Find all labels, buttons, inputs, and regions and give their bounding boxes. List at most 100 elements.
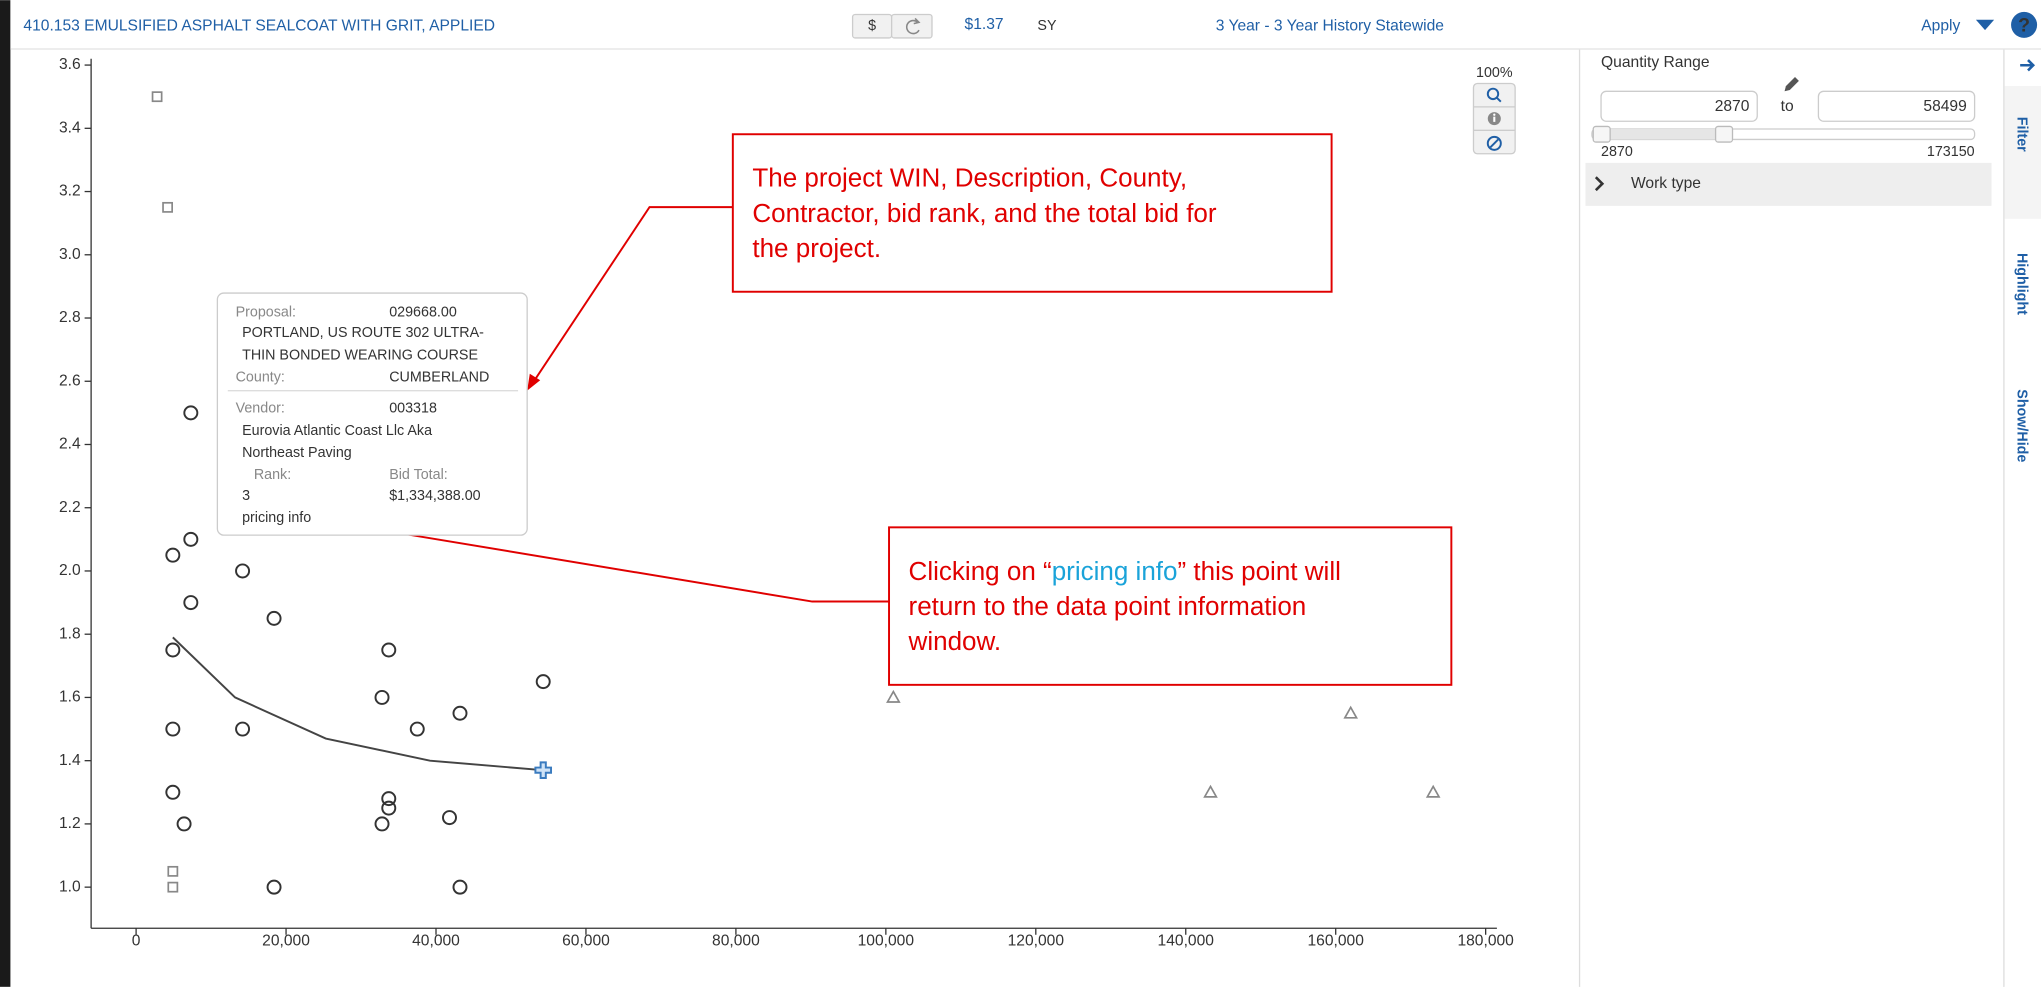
work-type-label: Work type xyxy=(1631,175,1701,192)
zoom-in-button[interactable] xyxy=(1486,87,1502,103)
min-input[interactable] xyxy=(1600,90,1758,122)
work-type-row[interactable] xyxy=(1585,162,1992,206)
data-point xyxy=(235,563,251,579)
x-tick-label: 100,000 xyxy=(858,932,915,949)
pricing-info-link[interactable]: pricing info xyxy=(242,510,311,526)
tooltip: Proposal: 029668.00 PORTLAND, US ROUTE 3… xyxy=(216,292,528,536)
data-point xyxy=(183,531,199,547)
tooltip-key: Bid Total: xyxy=(389,467,448,483)
tooltip-value: 003318 xyxy=(389,401,437,417)
left-edge xyxy=(0,0,11,987)
y-tick-label: 2.0 xyxy=(59,562,81,579)
tooltip-key: Proposal: xyxy=(236,304,296,320)
data-point xyxy=(151,91,163,103)
currency-label: $ xyxy=(868,18,876,34)
y-tick-label: 1.4 xyxy=(59,752,81,769)
annotation-box xyxy=(888,526,1453,686)
data-point xyxy=(1343,705,1359,719)
tooltip-key: Rank: xyxy=(254,467,291,483)
filter-tab-bg xyxy=(2004,86,2041,219)
info-button[interactable] xyxy=(1487,112,1501,126)
data-point xyxy=(165,547,181,563)
annotation-text: ” this point will xyxy=(1178,556,1341,586)
edit-icon[interactable] xyxy=(1784,76,1799,92)
y-tick-label: 1.8 xyxy=(59,625,81,642)
max-input-value: 58499 xyxy=(1923,98,1966,115)
show-hide-tab[interactable]: Show/Hide xyxy=(2014,389,2030,462)
slider-handle[interactable] xyxy=(1714,125,1734,143)
tooltip-value: 029668.00 xyxy=(389,304,457,320)
tooltip-key: Vendor: xyxy=(236,401,285,417)
data-point xyxy=(183,405,199,421)
y-tick-label: 1.2 xyxy=(59,815,81,832)
data-point xyxy=(162,201,173,213)
data-point xyxy=(381,791,397,807)
data-point xyxy=(452,879,468,895)
x-tick-label: 180,000 xyxy=(1457,932,1514,949)
x-tick-label: 60,000 xyxy=(562,932,610,949)
slider-range xyxy=(1601,129,1724,140)
slider-handle[interactable] xyxy=(1592,125,1611,143)
x-tick-label: 0 xyxy=(132,932,141,949)
quantity-range-label: Quantity Range xyxy=(1601,54,1709,71)
data-point xyxy=(381,800,397,816)
annotation-text: return to the data point information xyxy=(909,591,1307,621)
tooltip-value: Eurovia Atlantic Coast Llc Aka xyxy=(242,423,432,439)
annotation-highlight: pricing info xyxy=(1052,556,1178,586)
x-tick-label: 160,000 xyxy=(1307,932,1364,949)
history: 3 Year - 3 Year History Statewide xyxy=(1216,17,1444,34)
reset-button[interactable] xyxy=(1486,135,1502,151)
help-button[interactable] xyxy=(2011,11,2038,38)
data-point xyxy=(374,816,390,832)
y-tick-label: 3.4 xyxy=(59,119,81,136)
highlight-tab[interactable]: Highlight xyxy=(2014,253,2030,315)
tooltip-key: County: xyxy=(236,369,285,385)
annotation-box xyxy=(731,133,1333,293)
x-tick-label: 140,000 xyxy=(1158,932,1215,949)
refresh-button[interactable] xyxy=(890,13,933,39)
max-input[interactable] xyxy=(1817,90,1976,122)
filter-tab[interactable]: Filter xyxy=(2014,117,2030,152)
tooltip-value: THIN BONDED WEARING COURSE xyxy=(242,347,478,363)
y-tick-label: 3.6 xyxy=(59,56,81,73)
data-point xyxy=(167,881,179,893)
y-tick-label: 2.6 xyxy=(59,372,81,389)
tooltip-box xyxy=(216,292,528,536)
help-icon: ? xyxy=(2018,14,2030,36)
data-point xyxy=(176,816,192,832)
x-tick-label: 20,000 xyxy=(262,932,310,949)
data-point xyxy=(886,689,901,703)
y-tick-label: 2.4 xyxy=(59,436,81,453)
arrow-head xyxy=(527,373,541,391)
trend-line xyxy=(172,636,544,772)
tooltip-value: $1,334,388.00 xyxy=(389,488,480,504)
annotation-text: The project WIN, Description, County, xyxy=(752,163,1187,193)
annotation-text: window. xyxy=(908,626,1002,656)
collapse-arrow[interactable] xyxy=(2020,59,2036,72)
tooltip-value: PORTLAND, US ROUTE 302 ULTRA- xyxy=(242,325,484,341)
data-point xyxy=(452,705,468,721)
header-bar xyxy=(10,0,2041,50)
annotation-text: the project. xyxy=(752,233,881,263)
expand-icon xyxy=(1594,176,1605,192)
y-tick-label: 1.0 xyxy=(59,878,81,895)
x-tick-label: 80,000 xyxy=(712,932,760,949)
data-point xyxy=(442,810,457,826)
apply-dropdown[interactable] xyxy=(1975,19,1995,31)
annotation-text: Clicking on “ xyxy=(909,556,1052,586)
highlighted-point xyxy=(534,761,553,779)
refresh-icon xyxy=(906,17,921,35)
data-point xyxy=(1425,784,1441,798)
apply-button[interactable]: Apply xyxy=(1921,17,1960,34)
x-tick-label: 120,000 xyxy=(1008,932,1065,949)
data-point xyxy=(266,610,282,626)
tooltip-value: Northeast Paving xyxy=(242,445,352,461)
min-input-value: 2870 xyxy=(1715,98,1750,115)
chart: 1.0 1.2 1.4 1.6 1.8 2.0 2.2 2.4 2.6 2.8 3.0 3.2 3.4 3… xyxy=(59,56,1514,949)
data-point xyxy=(235,721,251,737)
data-point xyxy=(167,865,179,877)
y-tick-label: 2.2 xyxy=(59,499,81,516)
tooltip-value: 3 xyxy=(242,488,250,504)
